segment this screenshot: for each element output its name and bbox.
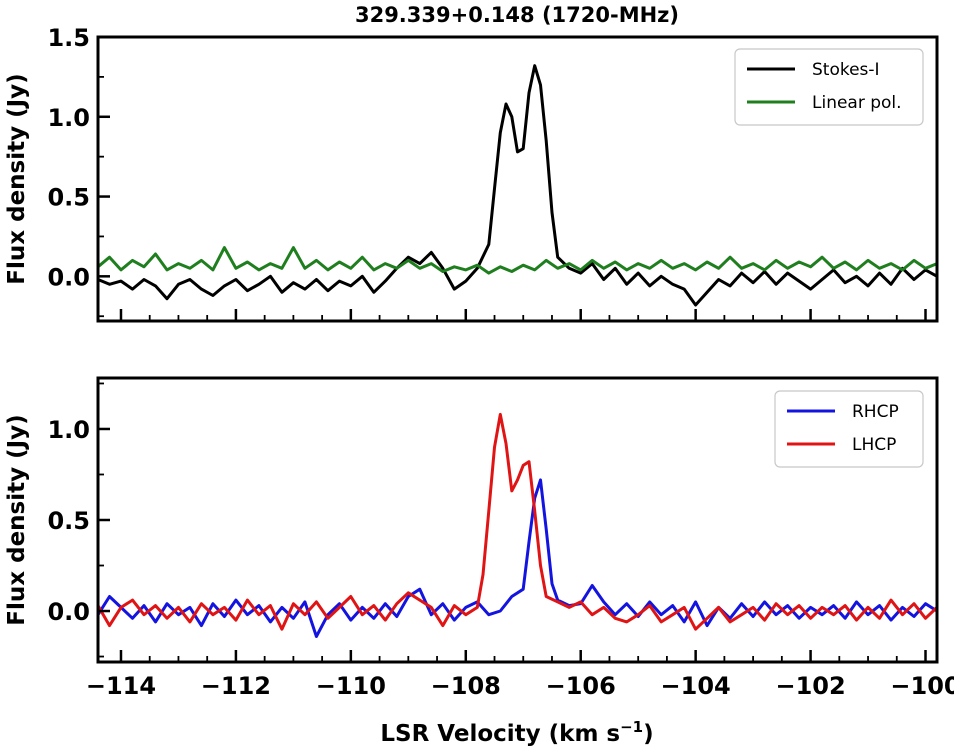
x-tick-label: −112 [201,672,271,700]
legend-label-stokes-i: Stokes-I [812,60,880,80]
bottom-panel-lines [96,412,939,638]
x-tick-label: −106 [546,672,616,700]
x-axis-label-exponent: −1 [620,718,643,736]
legend-label-rhcp: RHCP [852,402,899,422]
bottom-panel-ticks: −114 −112 −110 −108 −106 −104 −102 −100 0.0 0.5 1.… [47,382,954,700]
top-y-tick-label: 0.5 [47,184,90,212]
top-panel-ylabel: Flux density (Jy) [4,73,30,284]
series-line-stokes-i [97,64,938,307]
figure-title: 329.339+0.148 (1720-MHz) [355,3,679,27]
top-y-tick-label: 0.0 [47,263,90,291]
x-tick-label: −110 [316,672,386,700]
series-line-lhcp [96,412,939,631]
x-tick-label: −114 [86,672,156,700]
x-axis-label: LSR Velocity (km s−1) [380,718,653,747]
bottom-y-tick-label: 0.0 [47,598,90,626]
top-y-tick-label: 1.5 [47,24,90,52]
top-panel-lines [97,64,938,307]
legend-label-lhcp: LHCP [852,435,896,455]
top-panel-frame [96,35,939,323]
x-tick-label: −100 [890,672,954,700]
top-legend: Stokes-I Linear pol. [734,48,924,126]
x-tick-label: −108 [431,672,501,700]
bottom-y-tick-label: 1.0 [47,416,90,444]
bottom-legend: RHCP LHCP [774,390,924,468]
series-line-linear-pol [97,246,938,275]
bottom-panel: −114 −112 −110 −108 −106 −104 −102 −100 0.0 0.5 1.… [4,376,954,700]
legend-label-linear-pol: Linear pol. [812,93,902,113]
top-y-tick-label: 1.0 [47,104,90,132]
bottom-y-tick-label: 0.5 [47,507,90,535]
bottom-panel-ylabel: Flux density (Jy) [4,414,30,625]
x-axis-label-main: LSR Velocity (km s [380,721,620,747]
bottom-panel-frame [96,376,939,664]
top-panel: 0.0 0.5 1.0 1.5 Flux density (Jy) Stokes-I … [4,24,939,323]
x-tick-label: −104 [661,672,731,700]
x-axis-label-close: ) [643,721,654,747]
series-line-rhcp [96,478,938,638]
x-tick-label: −102 [775,672,845,700]
bottom-legend-box [774,390,924,468]
